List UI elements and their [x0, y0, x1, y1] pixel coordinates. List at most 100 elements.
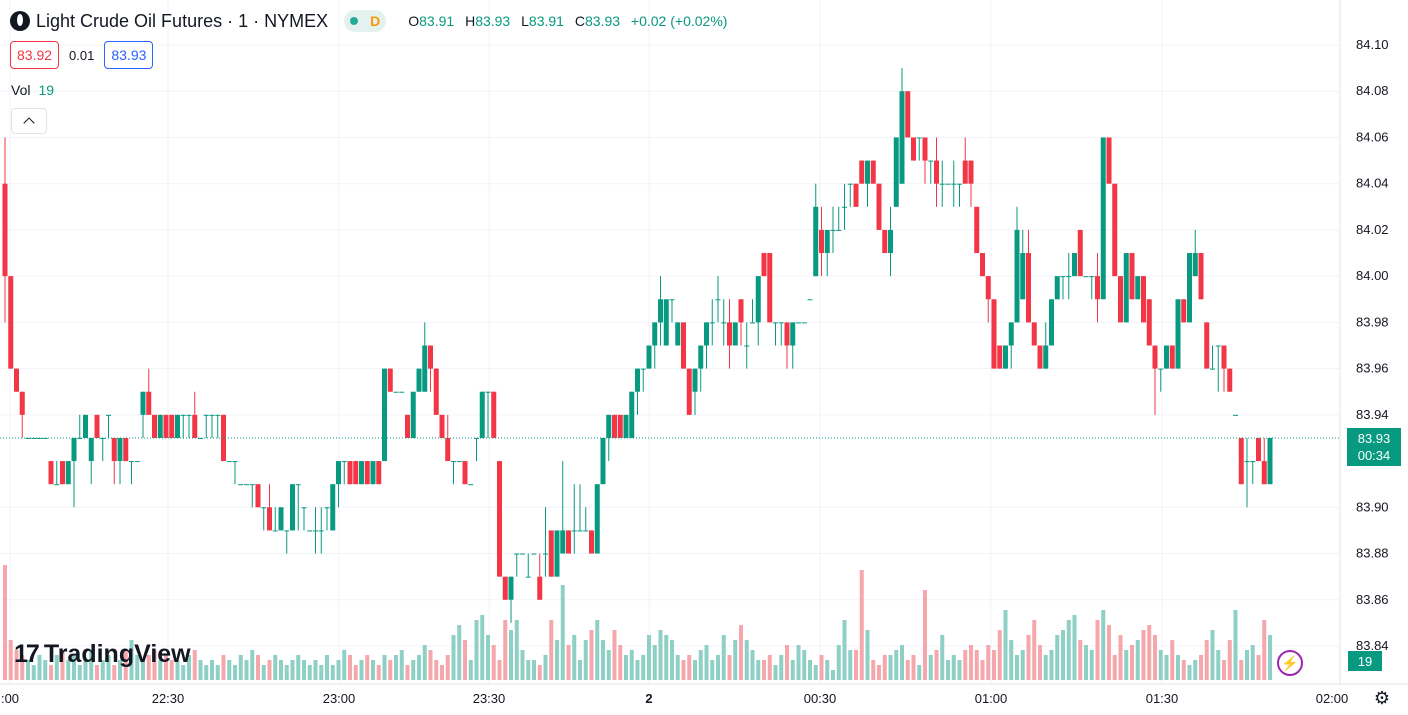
candle-body	[600, 437, 606, 485]
y-tick-label: 84.04	[1356, 176, 1389, 191]
volume-bar	[273, 655, 278, 680]
volume-bar	[1147, 625, 1152, 680]
volume-bar	[710, 660, 715, 680]
candle-body	[807, 299, 813, 301]
volume-bar	[468, 660, 473, 680]
sell-button[interactable]: 83.92	[10, 41, 60, 69]
volume-bars	[3, 565, 1272, 680]
volume-bar	[1181, 660, 1186, 680]
candle-body	[94, 414, 100, 438]
tradingview-logo[interactable]: 17 TradingView	[14, 640, 191, 669]
candle-body	[169, 414, 175, 438]
candle-body	[589, 530, 594, 554]
bid-ask-panel: 83.92 0.01 83.93	[10, 41, 154, 69]
candlesticks	[2, 68, 1273, 623]
candle-body	[882, 229, 888, 254]
volume-bar	[66, 660, 71, 680]
volume-bar	[727, 655, 732, 680]
candle-body	[836, 229, 842, 231]
candle-body	[617, 414, 623, 438]
candle-body	[1221, 345, 1227, 369]
candle-body	[111, 437, 117, 462]
candle-body	[1083, 276, 1089, 278]
candle-body	[491, 391, 497, 438]
candle-body	[991, 299, 997, 369]
candle-body	[1158, 368, 1164, 370]
candle-body	[1008, 322, 1014, 346]
symbol-header[interactable]: Light Crude Oil Futures · 1 · NYMEX D O 8…	[10, 8, 734, 34]
volume-bar	[463, 640, 467, 680]
close-value: 83.93	[584, 13, 621, 29]
candle-body	[876, 183, 882, 230]
volume-bar	[20, 655, 25, 680]
y-tick-label: 83.98	[1356, 314, 1389, 329]
candle-body	[796, 322, 801, 324]
candle-body	[261, 507, 267, 509]
candle-body	[146, 391, 152, 415]
volume-bar	[428, 650, 433, 680]
volume-bar	[957, 660, 962, 680]
candle-body	[1233, 414, 1238, 416]
candle-body	[468, 484, 474, 486]
candle-body	[117, 437, 123, 462]
x-tick-label: 23:00	[323, 691, 356, 706]
y-tick-label: 83.88	[1356, 546, 1389, 561]
candle-body	[594, 484, 600, 554]
market-status-badge[interactable]: D	[344, 10, 387, 32]
collapse-legend-button[interactable]	[11, 108, 47, 134]
bolt-icon[interactable]: ⚡	[1277, 650, 1303, 676]
volume-bar	[1153, 635, 1157, 680]
candle-body	[428, 345, 433, 369]
last-price: 83.93	[1357, 431, 1391, 446]
settings-icon[interactable]: ⚙	[1373, 687, 1391, 708]
volume-bar	[572, 635, 577, 680]
candle-body	[997, 345, 1003, 369]
symbol-title[interactable]: Light Crude Oil Futures · 1 · NYMEX	[36, 10, 329, 31]
candle-body	[307, 530, 313, 532]
volume-bar	[411, 660, 416, 680]
volume-bar	[238, 655, 243, 680]
candle-body	[290, 484, 295, 531]
open-label: O	[408, 13, 420, 29]
buy-button[interactable]: 83.93	[104, 41, 154, 69]
volume-bar	[687, 655, 692, 680]
volume-bar	[480, 615, 485, 680]
candle-body	[686, 368, 692, 415]
volume-bar	[1038, 645, 1042, 680]
candle-body	[1256, 437, 1261, 462]
candle-body	[123, 437, 129, 462]
volume-bar	[877, 665, 881, 680]
candle-body	[888, 229, 893, 254]
candle-body	[129, 461, 134, 463]
candle-body	[525, 576, 531, 578]
volume-bar	[60, 650, 65, 680]
volume-bar	[123, 650, 128, 680]
candle-body	[640, 368, 646, 370]
candle-body	[1043, 345, 1049, 369]
candle-body	[767, 253, 773, 323]
volume-legend[interactable]: Vol 19	[11, 82, 54, 98]
candle-body	[1014, 229, 1020, 323]
volume-bar	[164, 655, 168, 680]
volume-bar	[940, 635, 945, 680]
candle-body	[1118, 276, 1123, 323]
candle-body	[980, 253, 985, 277]
candle-body	[439, 414, 445, 438]
volume-bar	[601, 640, 605, 680]
volume-bar	[790, 660, 795, 680]
volume-bar	[1043, 655, 1048, 680]
x-tick-label: 02:00	[1316, 691, 1349, 706]
candle-body	[773, 322, 778, 324]
candle-body	[813, 206, 819, 277]
y-tick-label: 84.06	[1356, 129, 1389, 144]
volume-bar	[129, 640, 134, 680]
volume-bar	[819, 655, 824, 680]
tradingview-logo-icon: 17	[14, 640, 40, 668]
volume-bar	[825, 660, 830, 680]
candle-body	[163, 414, 169, 438]
volume-bar	[693, 660, 697, 680]
candle-body	[1146, 299, 1152, 346]
candle-body	[543, 553, 548, 555]
y-tick-label: 83.84	[1356, 638, 1389, 653]
